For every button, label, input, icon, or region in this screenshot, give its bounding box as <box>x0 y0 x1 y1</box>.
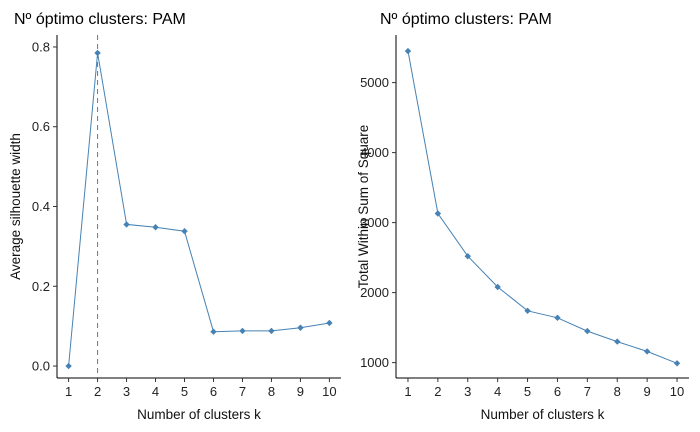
data-point <box>239 327 246 335</box>
data-point <box>643 348 651 355</box>
x-tick-label: 6 <box>554 384 561 399</box>
data-point <box>614 338 621 345</box>
x-tick-label: 1 <box>65 384 72 399</box>
series-line <box>407 51 678 364</box>
x-tick-label: 2 <box>434 384 441 399</box>
data-point <box>673 360 681 367</box>
data-point <box>464 253 471 260</box>
data-point <box>404 47 412 55</box>
data-point <box>584 327 591 335</box>
y-tick-label: 1000 <box>360 355 389 370</box>
chart-title: Nº óptimo clusters: PAM <box>380 11 552 28</box>
data-point <box>524 307 531 314</box>
y-tick-label: 0.0 <box>32 359 50 374</box>
y-tick-label: 3000 <box>360 215 389 230</box>
data-point <box>210 328 217 335</box>
wss-panel: Nº óptimo clusters: PAM 1000 2000 3000 4000 5… <box>356 11 689 422</box>
data-point <box>268 327 275 335</box>
y-tick-label: 0.6 <box>32 119 50 134</box>
x-tick-label: 7 <box>239 384 246 399</box>
x-tick-label: 4 <box>494 384 501 399</box>
y-tick-label: 5000 <box>360 75 389 90</box>
x-tick-label: 3 <box>464 384 471 399</box>
silhouette-panel: Nº óptimo clusters: PAM 0.0 0.2 0.4 0.6 0.8 1 2… <box>8 11 341 422</box>
x-tick-label: 2 <box>94 384 101 399</box>
x-tick-label: 1 <box>404 384 411 399</box>
x-axis-label: Number of clusters k <box>481 407 605 422</box>
data-point <box>434 210 442 217</box>
x-tick-label: 9 <box>644 384 651 399</box>
x-tick-label: 10 <box>322 384 336 399</box>
y-tick-label: 0.8 <box>32 39 50 54</box>
data-point <box>152 224 159 231</box>
y-tick-label: 0.2 <box>32 279 50 294</box>
x-tick-label: 6 <box>210 384 217 399</box>
data-point <box>554 314 561 321</box>
x-tick-label: 4 <box>152 384 159 399</box>
data-point <box>65 362 72 370</box>
x-tick-label: 8 <box>268 384 275 399</box>
x-tick-label: 5 <box>181 384 188 399</box>
y-axis-label: Total Within Sum of Square <box>356 125 371 289</box>
y-tick-label: 0.4 <box>32 199 50 214</box>
x-tick-label: 8 <box>614 384 621 399</box>
x-axis-label: Number of clusters k <box>137 407 261 422</box>
data-point <box>494 283 501 291</box>
x-tick-label: 5 <box>524 384 531 399</box>
x-tick-label: 3 <box>123 384 130 399</box>
data-point <box>94 49 101 57</box>
data-point <box>297 324 304 331</box>
x-tick-label: 9 <box>297 384 304 399</box>
y-tick-label: 4000 <box>360 145 389 160</box>
y-axis-label: Average silhouette width <box>8 133 23 280</box>
x-tick-label: 7 <box>584 384 591 399</box>
data-point <box>326 319 333 327</box>
chart-title: Nº óptimo clusters: PAM <box>14 11 186 28</box>
x-tick-label: 10 <box>670 384 684 399</box>
y-tick-label: 2000 <box>360 285 389 300</box>
data-point <box>123 221 130 228</box>
series-line <box>68 52 330 367</box>
data-point <box>181 228 188 235</box>
